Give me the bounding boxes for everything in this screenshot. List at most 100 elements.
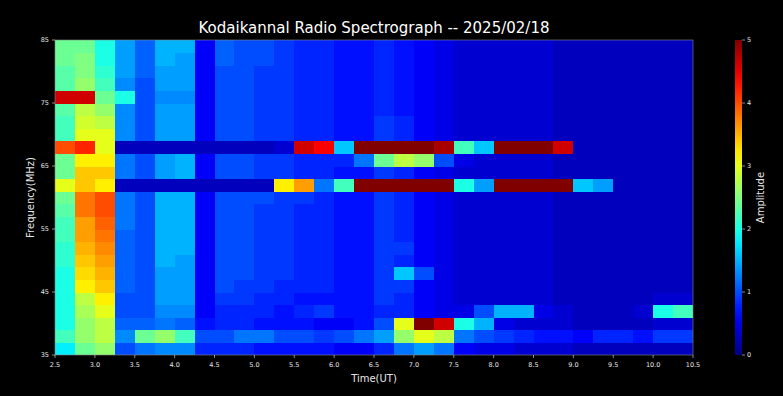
cell — [314, 128, 334, 141]
cell — [234, 305, 254, 318]
cell — [294, 166, 314, 179]
cell — [195, 65, 215, 78]
cell — [75, 179, 95, 192]
cell — [215, 128, 235, 141]
cell — [234, 65, 254, 78]
cell — [394, 53, 414, 66]
cell — [354, 153, 374, 166]
cell — [593, 242, 613, 255]
background — [0, 0, 783, 396]
cell — [254, 40, 274, 53]
cell — [653, 267, 673, 280]
cell — [274, 330, 294, 343]
cell — [613, 191, 633, 204]
cell — [234, 78, 254, 91]
cell — [135, 141, 155, 154]
y-tick-label: 85 — [41, 36, 49, 44]
cell — [573, 317, 593, 330]
cell — [195, 141, 215, 154]
cell — [115, 78, 135, 91]
cell — [55, 267, 75, 280]
cell — [215, 279, 235, 292]
cell — [573, 141, 593, 154]
x-tick — [493, 355, 494, 358]
cell — [593, 305, 613, 318]
cell — [633, 191, 653, 204]
cell — [274, 128, 294, 141]
cell — [354, 179, 374, 192]
cell — [95, 317, 115, 330]
cell — [494, 342, 514, 355]
cell — [155, 279, 175, 292]
cell — [155, 128, 175, 141]
cell — [95, 330, 115, 343]
cell — [534, 141, 554, 154]
cell — [593, 279, 613, 292]
cell — [673, 317, 693, 330]
cell — [494, 65, 514, 78]
cell — [454, 292, 474, 305]
cell — [115, 342, 135, 355]
cell — [394, 342, 414, 355]
cell — [55, 128, 75, 141]
cell — [474, 179, 494, 192]
cell — [514, 128, 534, 141]
cell — [494, 267, 514, 280]
cell — [314, 330, 334, 343]
x-tick — [693, 355, 694, 358]
cell — [593, 342, 613, 355]
cell — [593, 78, 613, 91]
cell — [135, 330, 155, 343]
cell — [434, 216, 454, 229]
cell — [374, 216, 394, 229]
cell — [195, 153, 215, 166]
cell — [55, 153, 75, 166]
cell — [215, 116, 235, 129]
cell — [414, 128, 434, 141]
cell — [95, 267, 115, 280]
cell — [394, 305, 414, 318]
cell — [314, 179, 334, 192]
cell — [115, 116, 135, 129]
cell — [573, 40, 593, 53]
cell — [314, 242, 334, 255]
cell — [274, 191, 294, 204]
cell — [234, 317, 254, 330]
cell — [75, 128, 95, 141]
cell — [633, 216, 653, 229]
cell — [234, 267, 254, 280]
cell — [135, 116, 155, 129]
cell — [115, 191, 135, 204]
cell — [394, 216, 414, 229]
cell — [414, 330, 434, 343]
cell — [514, 229, 534, 242]
cell — [274, 141, 294, 154]
cell — [254, 330, 274, 343]
cell — [394, 267, 414, 280]
cell — [354, 204, 374, 217]
cell — [394, 330, 414, 343]
cell — [494, 53, 514, 66]
cell — [274, 103, 294, 116]
cell — [394, 90, 414, 103]
cell — [434, 53, 454, 66]
cell — [55, 204, 75, 217]
cell — [593, 330, 613, 343]
cell — [334, 128, 354, 141]
cell — [434, 90, 454, 103]
y-tick-label: 65 — [41, 162, 49, 170]
cell — [115, 292, 135, 305]
cell — [175, 342, 195, 355]
colorbar-tick — [742, 292, 745, 293]
cell — [175, 166, 195, 179]
cell — [593, 204, 613, 217]
cell — [294, 342, 314, 355]
cell — [294, 153, 314, 166]
cell — [95, 166, 115, 179]
cell — [653, 153, 673, 166]
cell — [234, 128, 254, 141]
cell — [294, 191, 314, 204]
cell — [234, 53, 254, 66]
cell — [553, 116, 573, 129]
cell — [414, 267, 434, 280]
